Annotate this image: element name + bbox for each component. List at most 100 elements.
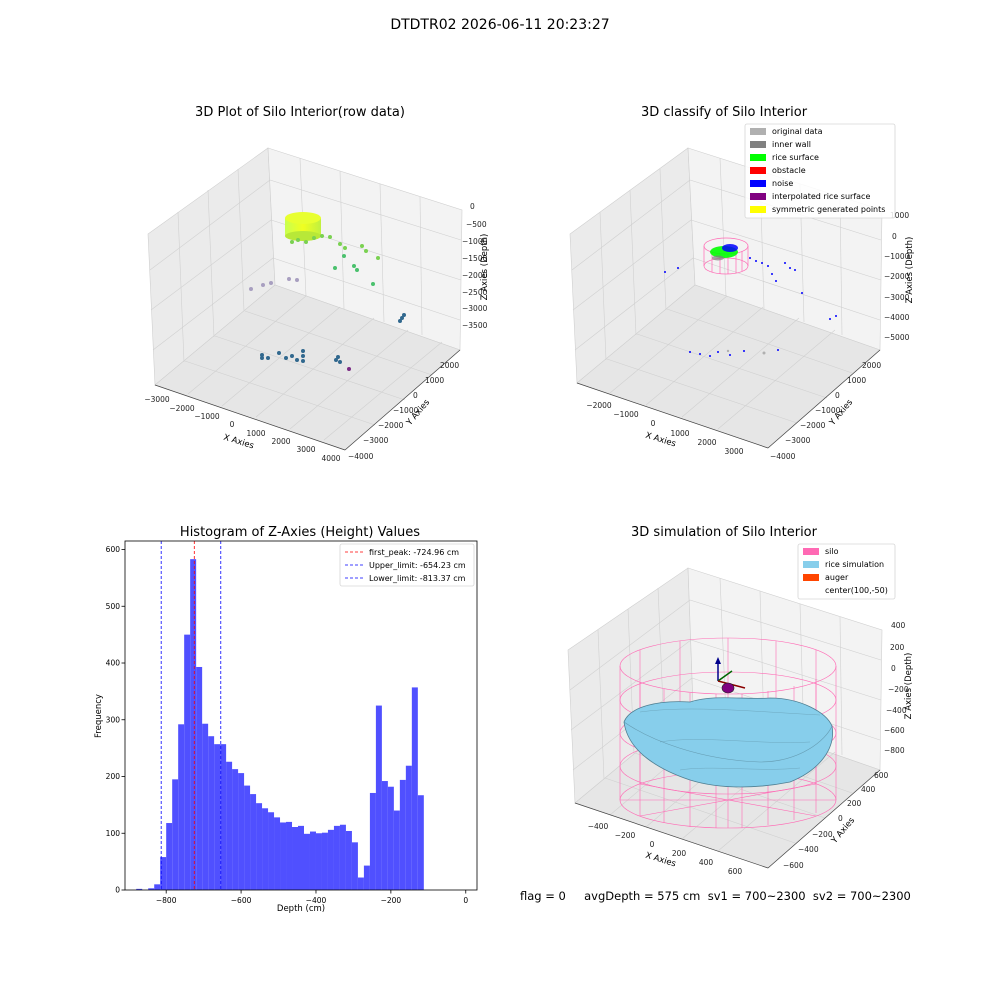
y-tick-label: 0 bbox=[413, 391, 418, 400]
legend-label: inner wall bbox=[772, 140, 811, 149]
x-tick-label: 3000 bbox=[296, 445, 315, 454]
y-tick-label: 400 bbox=[106, 659, 121, 668]
x-tick-label: 0 bbox=[230, 420, 235, 429]
y-tick-label: −2000 bbox=[800, 421, 826, 430]
x-tick-label: −400 bbox=[588, 822, 609, 831]
x-tick-label: −1000 bbox=[194, 412, 220, 421]
histogram-bar bbox=[405, 765, 412, 890]
noise-point bbox=[743, 350, 745, 352]
histogram-bar bbox=[232, 769, 239, 890]
histogram-bar bbox=[375, 705, 382, 890]
original-point bbox=[762, 351, 766, 355]
legend-swatch bbox=[803, 548, 819, 555]
y-axis-label: Y Axies bbox=[829, 815, 857, 846]
data-point bbox=[402, 313, 406, 317]
legend-label: noise bbox=[772, 179, 793, 188]
y-tick-label: 1000 bbox=[425, 376, 444, 385]
noise-point bbox=[699, 353, 701, 355]
noise-point bbox=[761, 262, 763, 264]
x-tick-label: −1000 bbox=[613, 410, 639, 419]
histogram-bar bbox=[172, 779, 179, 890]
x-tick-label: 0 bbox=[651, 419, 656, 428]
z-tick-label: −600 bbox=[884, 726, 905, 735]
histogram-bar bbox=[298, 825, 304, 890]
x-tick-label: 4000 bbox=[321, 454, 340, 463]
z-axis-label: Z Axies (Depth) bbox=[904, 653, 914, 720]
histogram-bar bbox=[286, 821, 293, 890]
data-point bbox=[277, 351, 281, 355]
z-axis: 400 200 0 −200 −400 −600 −800 Z Axies (D… bbox=[884, 621, 914, 755]
noise-cluster bbox=[722, 244, 738, 252]
x-tick-label: 600 bbox=[728, 867, 743, 876]
data-point bbox=[295, 358, 299, 362]
y-tick-label: −1000 bbox=[393, 406, 419, 415]
histogram-bar bbox=[196, 666, 203, 890]
noise-point bbox=[749, 257, 751, 259]
y-tick-label: 0 bbox=[835, 391, 840, 400]
z-tick-label: 400 bbox=[891, 621, 906, 630]
y-tick-label: 600 bbox=[106, 545, 121, 554]
z-tick-label: −500 bbox=[466, 220, 487, 229]
x-tick-label: −200 bbox=[381, 896, 402, 905]
y-tick-label: −3000 bbox=[363, 436, 389, 445]
noise-point bbox=[784, 262, 786, 264]
y-tick-label: 100 bbox=[106, 829, 121, 838]
data-point bbox=[398, 319, 402, 323]
histogram-bar bbox=[292, 827, 299, 890]
data-point bbox=[301, 359, 305, 363]
legend-label: auger bbox=[825, 573, 849, 582]
classified-points bbox=[664, 237, 837, 357]
histogram-bar bbox=[262, 808, 269, 890]
histogram-bar bbox=[327, 829, 334, 890]
z-tick-label: −800 bbox=[884, 746, 905, 755]
histogram-bar bbox=[190, 559, 197, 890]
histogram-bar bbox=[309, 831, 316, 890]
axes-panes bbox=[147, 147, 463, 451]
z-tick-label: −2000 bbox=[462, 271, 488, 280]
z-tick-label: −1000 bbox=[462, 237, 488, 246]
y-tick-label: 1000 bbox=[847, 376, 866, 385]
data-point bbox=[320, 234, 324, 238]
histogram-bar bbox=[363, 865, 370, 890]
chart-title: 3D classify of Silo Interior bbox=[641, 105, 808, 120]
data-point bbox=[295, 278, 299, 282]
legend-swatch bbox=[803, 574, 819, 581]
z-tick-label: 0 bbox=[892, 232, 897, 241]
status-footer: flag = 0 avgDepth = 575 cm sv1 = 700~230… bbox=[520, 889, 911, 903]
noise-point bbox=[717, 351, 719, 353]
y-tick-label: 400 bbox=[861, 785, 876, 794]
histogram-bar bbox=[136, 888, 143, 890]
data-point bbox=[338, 242, 342, 246]
rice-simulation-surface bbox=[623, 697, 834, 788]
data-point bbox=[364, 249, 368, 253]
data-point bbox=[312, 236, 316, 240]
data-point bbox=[260, 356, 264, 360]
noise-point bbox=[775, 280, 777, 282]
data-point bbox=[347, 367, 351, 371]
data-point bbox=[342, 254, 346, 258]
x-tick-label: 3000 bbox=[724, 447, 743, 456]
z-tick-label: −2500 bbox=[462, 288, 488, 297]
histogram-bar bbox=[339, 824, 346, 890]
dense-rice-cluster-top bbox=[285, 212, 321, 224]
histogram-bar bbox=[268, 812, 275, 890]
legend-label: silo bbox=[825, 547, 839, 556]
chart-title: Histogram of Z-Axies (Height) Values bbox=[180, 525, 420, 540]
z-tick-label: −1000 bbox=[884, 252, 910, 261]
histogram-bar bbox=[333, 825, 340, 890]
legend-label: first_peak: -724.96 cm bbox=[369, 548, 459, 557]
data-point bbox=[328, 235, 332, 239]
y-tick-label: −4000 bbox=[348, 452, 374, 461]
histogram-bar bbox=[256, 803, 263, 890]
data-point bbox=[290, 240, 294, 244]
legend-label: interpolated rice surface bbox=[772, 192, 870, 201]
data-point bbox=[249, 287, 253, 291]
histogram-bar bbox=[226, 761, 233, 890]
legend-swatch bbox=[750, 206, 766, 213]
axes-panes bbox=[569, 147, 883, 449]
y-tick-label: 500 bbox=[106, 602, 121, 611]
histogram-bars bbox=[136, 559, 424, 890]
legend-label: Upper_limit: -654.23 cm bbox=[369, 561, 466, 570]
legend-label: Lower_limit: -813.37 cm bbox=[369, 574, 466, 583]
data-point bbox=[336, 355, 340, 359]
